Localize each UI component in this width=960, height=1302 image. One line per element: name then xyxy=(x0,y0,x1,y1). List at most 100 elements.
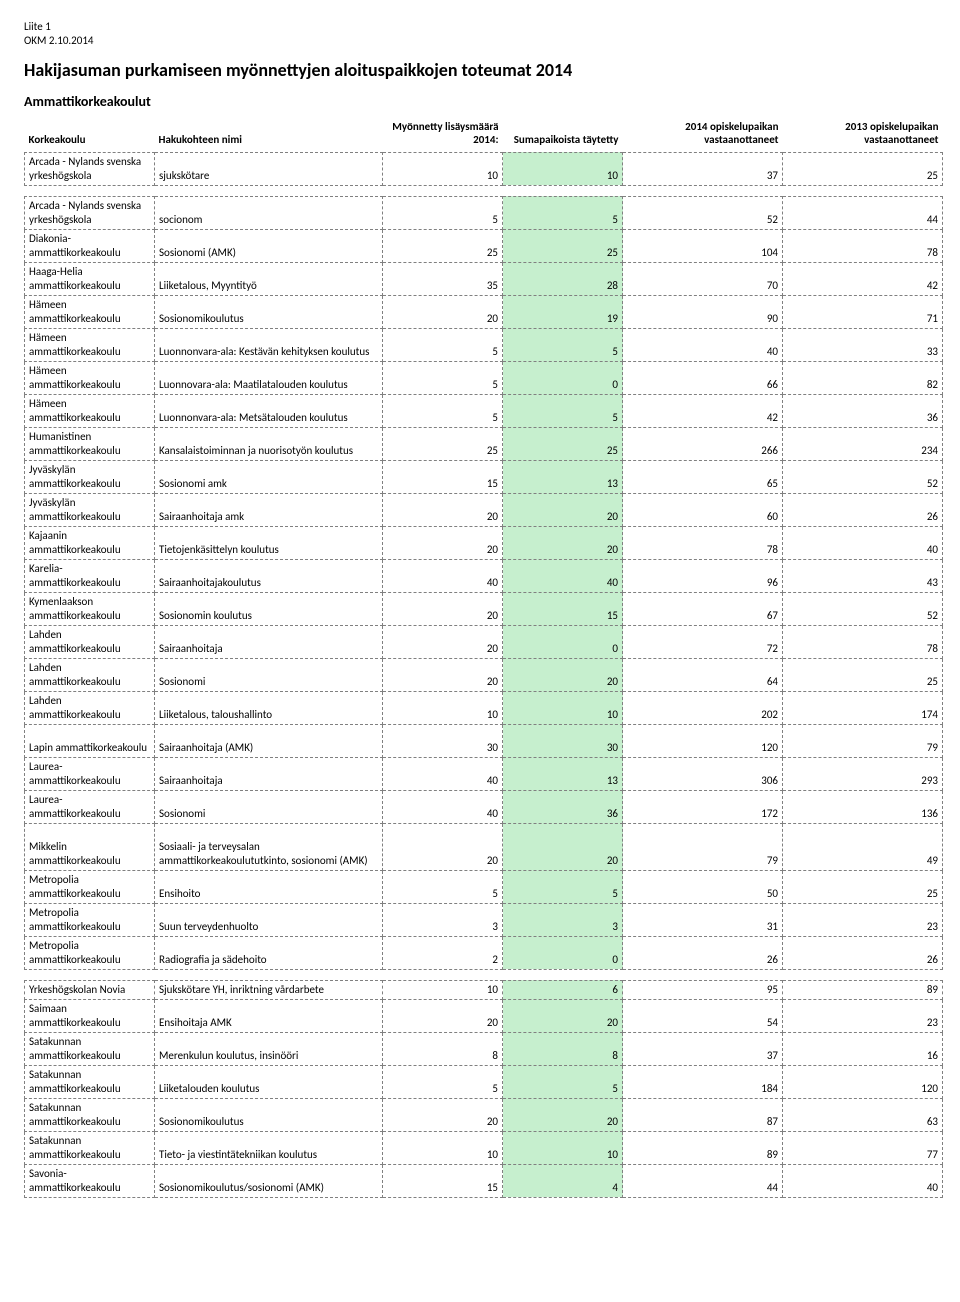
cell-korkeakoulu: Kymenlaakson ammattikorkeakoulu xyxy=(25,592,155,625)
cell-sumapaikoista: 20 xyxy=(503,999,623,1032)
cell-hakukohde: Sosiaali- ja terveysalan ammattikorkeako… xyxy=(155,823,383,870)
cell-sumapaikoista: 5 xyxy=(503,870,623,903)
spacer-cell xyxy=(25,969,943,980)
cell-korkeakoulu: Arcada - Nylands svenska yrkeshögskola xyxy=(25,152,155,185)
table-row: Mikkelin ammattikorkeakouluSosiaali- ja … xyxy=(25,823,943,870)
cell-korkeakoulu: Metropolia ammattikorkeakoulu xyxy=(25,903,155,936)
cell-hakukohde: Liiketalous, taloushallinto xyxy=(155,691,383,724)
cell-sumapaikoista: 28 xyxy=(503,262,623,295)
cell-2014: 87 xyxy=(623,1098,783,1131)
cell-2013: 25 xyxy=(783,658,943,691)
table-row: Satakunnan ammattikorkeakouluLiiketaloud… xyxy=(25,1065,943,1098)
cell-myonnetty: 20 xyxy=(383,658,503,691)
cell-hakukohde: Sosionomikoulutus xyxy=(155,1098,383,1131)
cell-2013: 63 xyxy=(783,1098,943,1131)
cell-korkeakoulu: Laurea-ammattikorkeakoulu xyxy=(25,757,155,790)
table-row: Humanistinen ammattikorkeakouluKansalais… xyxy=(25,427,943,460)
table-row xyxy=(25,185,943,196)
cell-myonnetty: 20 xyxy=(383,823,503,870)
cell-myonnetty: 35 xyxy=(383,262,503,295)
cell-hakukohde: Tieto- ja viestintätekniikan koulutus xyxy=(155,1131,383,1164)
table-row: Yrkeshögskolan NoviaSjukskötare YH, inri… xyxy=(25,980,943,999)
cell-2013: 136 xyxy=(783,790,943,823)
cell-2013: 43 xyxy=(783,559,943,592)
cell-2014: 120 xyxy=(623,724,783,757)
cell-korkeakoulu: Savonia-ammattikorkeakoulu xyxy=(25,1164,155,1197)
table-row: Lapin ammattikorkeakouluSairaanhoitaja (… xyxy=(25,724,943,757)
cell-2013: 89 xyxy=(783,980,943,999)
cell-hakukohde: Sosionomin koulutus xyxy=(155,592,383,625)
cell-myonnetty: 40 xyxy=(383,559,503,592)
cell-2013: 78 xyxy=(783,625,943,658)
cell-2014: 70 xyxy=(623,262,783,295)
table-row: Metropolia ammattikorkeakouluSuun tervey… xyxy=(25,903,943,936)
cell-sumapaikoista: 25 xyxy=(503,427,623,460)
table-row: Satakunnan ammattikorkeakouluTieto- ja v… xyxy=(25,1131,943,1164)
cell-sumapaikoista: 5 xyxy=(503,328,623,361)
cell-2013: 33 xyxy=(783,328,943,361)
table-row: Laurea-ammattikorkeakouluSosionomi403617… xyxy=(25,790,943,823)
table-row: Arcada - Nylands svenska yrkeshögskolasj… xyxy=(25,152,943,185)
cell-sumapaikoista: 30 xyxy=(503,724,623,757)
cell-korkeakoulu: Satakunnan ammattikorkeakoulu xyxy=(25,1131,155,1164)
page-title: Hakijasuman purkamiseen myönnettyjen alo… xyxy=(24,59,936,81)
cell-hakukohde: Liiketalous, Myyntityö xyxy=(155,262,383,295)
col-2013-vastaanottaneet: 2013 opiskelupaikan vastaanottaneet xyxy=(783,118,943,153)
cell-2014: 52 xyxy=(623,196,783,229)
cell-sumapaikoista: 20 xyxy=(503,493,623,526)
cell-2014: 96 xyxy=(623,559,783,592)
col-myonnetty: Myönnetty lisäysmäärä 2014: xyxy=(383,118,503,153)
cell-myonnetty: 2 xyxy=(383,936,503,969)
cell-2013: 16 xyxy=(783,1032,943,1065)
cell-korkeakoulu: Yrkeshögskolan Novia xyxy=(25,980,155,999)
cell-korkeakoulu: Diakonia-ammattikorkeakoulu xyxy=(25,229,155,262)
table-row: Savonia-ammattikorkeakouluSosionomikoulu… xyxy=(25,1164,943,1197)
cell-sumapaikoista: 3 xyxy=(503,903,623,936)
cell-korkeakoulu: Jyväskylän ammattikorkeakoulu xyxy=(25,493,155,526)
spacer-cell xyxy=(25,185,943,196)
cell-sumapaikoista: 20 xyxy=(503,658,623,691)
cell-2014: 306 xyxy=(623,757,783,790)
cell-2014: 78 xyxy=(623,526,783,559)
table-body: Arcada - Nylands svenska yrkeshögskolasj… xyxy=(25,152,943,1197)
table-row: Haaga-Helia ammattikorkeakouluLiiketalou… xyxy=(25,262,943,295)
cell-2013: 25 xyxy=(783,870,943,903)
cell-2014: 184 xyxy=(623,1065,783,1098)
cell-hakukohde: Luonnovara-ala: Maatilatalouden koulutus xyxy=(155,361,383,394)
table-row: Hämeen ammattikorkeakouluLuonnonvara-ala… xyxy=(25,328,943,361)
cell-myonnetty: 20 xyxy=(383,592,503,625)
cell-hakukohde: Sosionomi xyxy=(155,658,383,691)
table-row: Saimaan ammattikorkeakouluEnsihoitaja AM… xyxy=(25,999,943,1032)
table-row: Kajaanin ammattikorkeakouluTietojenkäsit… xyxy=(25,526,943,559)
cell-2013: 71 xyxy=(783,295,943,328)
table-row: Diakonia-ammattikorkeakouluSosionomi (AM… xyxy=(25,229,943,262)
cell-2014: 40 xyxy=(623,328,783,361)
cell-korkeakoulu: Arcada - Nylands svenska yrkeshögskola xyxy=(25,196,155,229)
cell-2014: 95 xyxy=(623,980,783,999)
cell-myonnetty: 5 xyxy=(383,394,503,427)
cell-2014: 26 xyxy=(623,936,783,969)
cell-myonnetty: 3 xyxy=(383,903,503,936)
cell-myonnetty: 15 xyxy=(383,1164,503,1197)
cell-korkeakoulu: Hämeen ammattikorkeakoulu xyxy=(25,295,155,328)
cell-hakukohde: Suun terveydenhuolto xyxy=(155,903,383,936)
cell-2014: 89 xyxy=(623,1131,783,1164)
cell-myonnetty: 5 xyxy=(383,361,503,394)
cell-korkeakoulu: Hämeen ammattikorkeakoulu xyxy=(25,394,155,427)
cell-2014: 266 xyxy=(623,427,783,460)
cell-hakukohde: Sosionomi amk xyxy=(155,460,383,493)
col-sumapaikoista: Sumapaikoista täytetty xyxy=(503,118,623,153)
cell-2014: 44 xyxy=(623,1164,783,1197)
cell-korkeakoulu: Karelia-ammattikorkeakoulu xyxy=(25,559,155,592)
cell-hakukohde: Luonnonvara-ala: Metsätalouden koulutus xyxy=(155,394,383,427)
cell-myonnetty: 10 xyxy=(383,152,503,185)
cell-hakukohde: Sosionomi (AMK) xyxy=(155,229,383,262)
table-row: Jyväskylän ammattikorkeakouluSosionomi a… xyxy=(25,460,943,493)
cell-korkeakoulu: Satakunnan ammattikorkeakoulu xyxy=(25,1098,155,1131)
cell-sumapaikoista: 4 xyxy=(503,1164,623,1197)
cell-korkeakoulu: Metropolia ammattikorkeakoulu xyxy=(25,870,155,903)
cell-2013: 174 xyxy=(783,691,943,724)
header-line1: Liite 1 xyxy=(24,20,936,34)
cell-hakukohde: Sjukskötare YH, inriktning vårdarbete xyxy=(155,980,383,999)
cell-myonnetty: 40 xyxy=(383,757,503,790)
